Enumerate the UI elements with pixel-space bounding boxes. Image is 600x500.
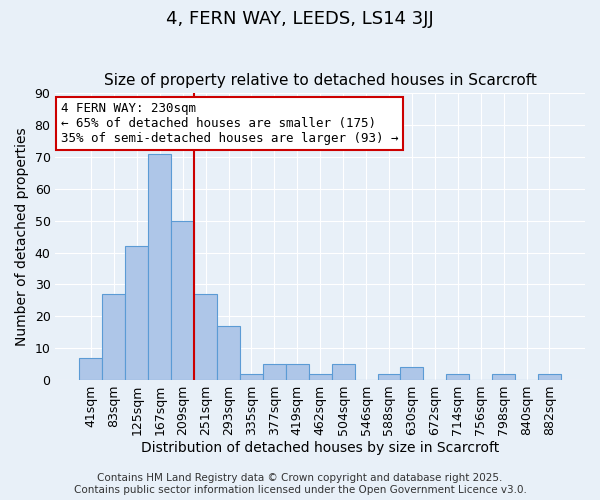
- Bar: [332, 364, 355, 380]
- Bar: [446, 374, 469, 380]
- Bar: [148, 154, 171, 380]
- Bar: [125, 246, 148, 380]
- Bar: [377, 374, 400, 380]
- Y-axis label: Number of detached properties: Number of detached properties: [15, 128, 29, 346]
- X-axis label: Distribution of detached houses by size in Scarcroft: Distribution of detached houses by size …: [141, 441, 499, 455]
- Bar: [103, 294, 125, 380]
- Title: Size of property relative to detached houses in Scarcroft: Size of property relative to detached ho…: [104, 73, 536, 88]
- Text: 4, FERN WAY, LEEDS, LS14 3JJ: 4, FERN WAY, LEEDS, LS14 3JJ: [166, 10, 434, 28]
- Bar: [171, 220, 194, 380]
- Text: 4 FERN WAY: 230sqm
← 65% of detached houses are smaller (175)
35% of semi-detach: 4 FERN WAY: 230sqm ← 65% of detached hou…: [61, 102, 398, 145]
- Bar: [240, 374, 263, 380]
- Bar: [194, 294, 217, 380]
- Bar: [286, 364, 309, 380]
- Bar: [400, 367, 424, 380]
- Bar: [79, 358, 103, 380]
- Bar: [263, 364, 286, 380]
- Bar: [309, 374, 332, 380]
- Text: Contains HM Land Registry data © Crown copyright and database right 2025.
Contai: Contains HM Land Registry data © Crown c…: [74, 474, 526, 495]
- Bar: [217, 326, 240, 380]
- Bar: [492, 374, 515, 380]
- Bar: [538, 374, 561, 380]
